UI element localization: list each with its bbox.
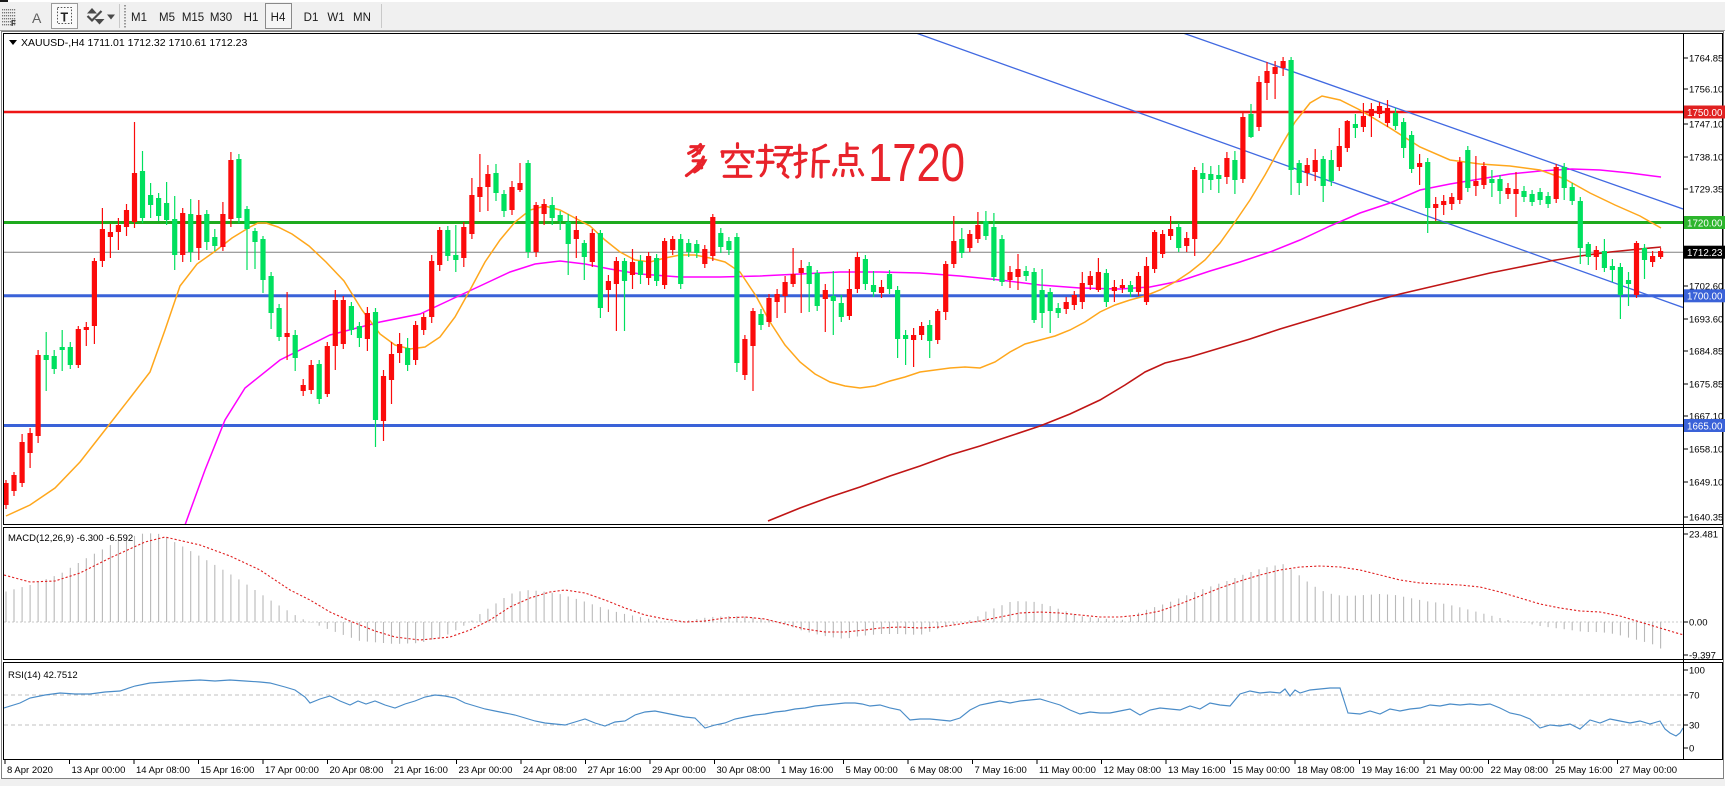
svg-text:1665.00: 1665.00: [1687, 421, 1723, 432]
svg-text:27 May 00:00: 27 May 00:00: [1620, 765, 1678, 776]
svg-text:1 May 16:00: 1 May 16:00: [781, 765, 833, 776]
svg-text:F: F: [11, 19, 16, 28]
svg-text:M15: M15: [182, 12, 204, 24]
svg-text:0: 0: [1689, 744, 1694, 755]
svg-text:1693.60: 1693.60: [1689, 315, 1723, 326]
svg-text:1700.00: 1700.00: [1687, 292, 1723, 303]
svg-text:1747.10: 1747.10: [1689, 120, 1723, 131]
svg-text:15 Apr 16:00: 15 Apr 16:00: [201, 765, 255, 776]
svg-text:1640.35: 1640.35: [1689, 513, 1723, 524]
svg-text:M1: M1: [131, 12, 147, 24]
svg-text:XAUUSD-,H4 1711.01 1712.32 17: XAUUSD-,H4 1711.01 1712.32 1710.61 1712.…: [21, 37, 247, 49]
svg-text:29 Apr 00:00: 29 Apr 00:00: [652, 765, 706, 776]
svg-text:1667.10: 1667.10: [1689, 412, 1723, 423]
svg-text:27 Apr 16:00: 27 Apr 16:00: [588, 765, 642, 776]
svg-text:-9.397: -9.397: [1689, 651, 1716, 662]
svg-text:14 Apr 08:00: 14 Apr 08:00: [136, 765, 190, 776]
svg-text:21 Apr 16:00: 21 Apr 16:00: [394, 765, 448, 776]
svg-text:7 May 16:00: 7 May 16:00: [975, 765, 1027, 776]
svg-text:11 May 00:00: 11 May 00:00: [1039, 765, 1096, 776]
svg-text:RSI(14) 42.7512: RSI(14) 42.7512: [8, 670, 78, 681]
svg-text:13 May 16:00: 13 May 16:00: [1168, 765, 1226, 776]
svg-text:30 Apr 08:00: 30 Apr 08:00: [717, 765, 771, 776]
svg-text:A: A: [32, 10, 42, 26]
svg-text:21 May 00:00: 21 May 00:00: [1426, 765, 1484, 776]
svg-text:1750.00: 1750.00: [1687, 108, 1723, 119]
svg-text:0.00: 0.00: [1689, 618, 1708, 629]
svg-text:17 Apr 00:00: 17 Apr 00:00: [265, 765, 319, 776]
svg-text:13 Apr 00:00: 13 Apr 00:00: [72, 765, 126, 776]
svg-text:23.481: 23.481: [1689, 530, 1718, 541]
svg-text:1649.10: 1649.10: [1689, 478, 1723, 489]
svg-text:1720: 1720: [868, 133, 965, 193]
svg-text:15 May 00:00: 15 May 00:00: [1233, 765, 1291, 776]
svg-text:18 May 08:00: 18 May 08:00: [1297, 765, 1355, 776]
svg-text:22 May 08:00: 22 May 08:00: [1491, 765, 1549, 776]
svg-text:H1: H1: [244, 12, 259, 24]
svg-text:1764.85: 1764.85: [1689, 54, 1723, 65]
svg-text:19 May 16:00: 19 May 16:00: [1362, 765, 1420, 776]
svg-text:1738.10: 1738.10: [1689, 153, 1723, 164]
svg-text:M30: M30: [210, 12, 232, 24]
svg-text:D1: D1: [304, 12, 319, 24]
svg-text:1658.10: 1658.10: [1689, 445, 1723, 456]
svg-text:MN: MN: [353, 12, 371, 24]
svg-text:25 May 16:00: 25 May 16:00: [1555, 765, 1613, 776]
svg-text:1675.85: 1675.85: [1689, 380, 1723, 391]
svg-text:100: 100: [1689, 666, 1705, 677]
svg-text:23 Apr 00:00: 23 Apr 00:00: [459, 765, 513, 776]
svg-text:W1: W1: [327, 12, 344, 24]
svg-text:M5: M5: [159, 12, 175, 24]
svg-text:1712.23: 1712.23: [1687, 248, 1723, 259]
svg-text:H4: H4: [271, 12, 286, 24]
svg-text:12 May 08:00: 12 May 08:00: [1104, 765, 1162, 776]
svg-text:T: T: [61, 11, 69, 25]
svg-text:6 May 08:00: 6 May 08:00: [910, 765, 962, 776]
svg-text:8 Apr 2020: 8 Apr 2020: [7, 765, 53, 776]
svg-text:70: 70: [1689, 691, 1700, 702]
svg-text:5 May 00:00: 5 May 00:00: [846, 765, 898, 776]
svg-text:1702.60: 1702.60: [1689, 282, 1723, 293]
svg-text:24 Apr 08:00: 24 Apr 08:00: [523, 765, 577, 776]
svg-text:1684.85: 1684.85: [1689, 347, 1723, 358]
svg-text:1720.00: 1720.00: [1687, 218, 1723, 229]
svg-text:1756.10: 1756.10: [1689, 85, 1723, 96]
svg-text:20 Apr 08:00: 20 Apr 08:00: [330, 765, 384, 776]
svg-text:30: 30: [1689, 721, 1700, 732]
svg-text:1729.35: 1729.35: [1689, 185, 1723, 196]
svg-text:MACD(12,26,9) -6.300 -6.592: MACD(12,26,9) -6.300 -6.592: [8, 533, 133, 544]
